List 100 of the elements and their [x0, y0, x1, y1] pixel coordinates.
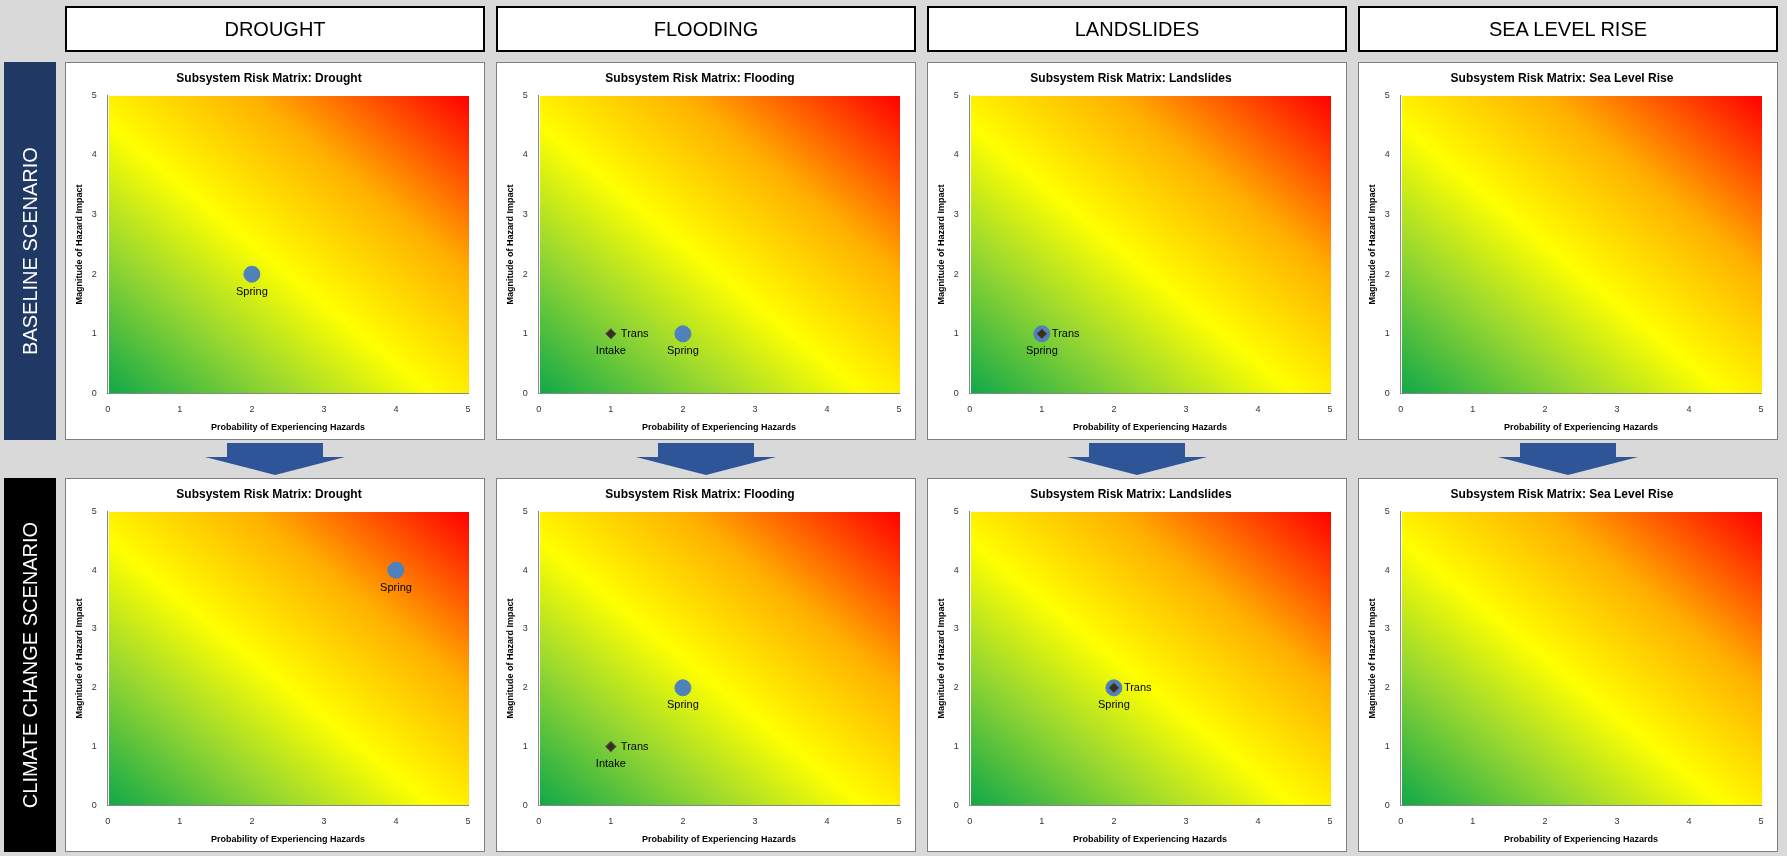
y-tick-label: 5	[91, 89, 97, 100]
x-tick-label: 0	[967, 816, 973, 827]
text: SEA LEVEL RISE	[1488, 17, 1648, 41]
y-axis-title: Magnitude of Hazard Impact	[504, 598, 515, 719]
y-tick-label: 5	[522, 505, 528, 516]
x-tick-label: 3	[1183, 816, 1189, 827]
y-tick-label: 5	[953, 89, 959, 100]
y-tick-label: 3	[522, 623, 528, 634]
series-label: Spring	[380, 580, 412, 593]
y-tick-label: 4	[91, 564, 97, 575]
x-axis-title: Probability of Experiencing Hazards	[210, 422, 365, 433]
x-axis-title: Probability of Experiencing Hazards	[1072, 422, 1227, 433]
y-axis-title: Magnitude of Hazard Impact	[504, 184, 515, 305]
y-tick-label: 3	[522, 209, 528, 220]
y-axis-title: Magnitude of Hazard Impact	[73, 184, 84, 305]
y-tick-label: 3	[953, 623, 959, 634]
y-tick-label: 2	[953, 268, 959, 279]
x-tick-label: 5	[1758, 816, 1764, 827]
y-axis-title: Magnitude of Hazard Impact	[73, 598, 84, 719]
x-tick-label: 5	[1327, 404, 1333, 415]
x-tick-label: 4	[824, 404, 830, 415]
chart-title: Subsystem Risk Matrix: Landslides	[1030, 70, 1233, 85]
y-tick-label: 0	[1384, 387, 1390, 398]
y-tick-label: 1	[91, 328, 97, 339]
x-axis-title: Probability of Experiencing Hazards	[1503, 422, 1658, 433]
y-tick-label: 1	[953, 741, 959, 752]
x-axis-title: Probability of Experiencing Hazards	[641, 422, 796, 433]
x-tick-label: 1	[1470, 816, 1476, 827]
x-tick-label: 2	[1111, 404, 1117, 415]
y-tick-label: 2	[1384, 268, 1390, 279]
x-tick-label: 1	[1470, 404, 1476, 415]
y-tick-label: 0	[522, 387, 528, 398]
x-axis-title: Probability of Experiencing Hazards	[641, 834, 796, 845]
x-tick-label: 0	[536, 404, 542, 415]
y-tick-label: 4	[953, 564, 959, 575]
series-label: Spring	[235, 284, 268, 297]
x-tick-label: 5	[896, 404, 902, 415]
y-tick-label: 3	[1384, 623, 1390, 634]
y-tick-label: 1	[1384, 328, 1390, 339]
y-axis-title: Magnitude of Hazard Impact	[935, 184, 946, 305]
chart-title: Subsystem Risk Matrix: Flooding	[605, 486, 795, 501]
y-tick-label: 4	[522, 149, 528, 160]
series-label: Spring	[666, 698, 699, 711]
y-tick-label: 3	[953, 209, 959, 220]
series-label: Trans	[1051, 326, 1081, 339]
series-label: Intake	[595, 344, 626, 357]
x-tick-label: 0	[1398, 816, 1404, 827]
x-tick-label: 2	[1111, 816, 1117, 827]
x-tick-label: 0	[536, 816, 542, 827]
text: DROUGHT	[224, 17, 326, 41]
series-label: Trans	[1123, 680, 1153, 693]
chart-title: Subsystem Risk Matrix: Landslides	[1030, 486, 1233, 501]
x-tick-label: 3	[1614, 816, 1620, 827]
y-tick-label: 0	[953, 387, 959, 398]
y-tick-label: 3	[91, 209, 97, 220]
y-tick-label: 4	[1384, 564, 1390, 575]
x-tick-label: 5	[465, 816, 471, 827]
x-tick-label: 3	[321, 404, 327, 415]
x-tick-label: 1	[608, 816, 614, 827]
x-tick-label: 2	[680, 404, 686, 415]
chart-title: Subsystem Risk Matrix: Sea Level Rise	[1450, 70, 1674, 85]
x-tick-label: 2	[1542, 816, 1548, 827]
y-tick-label: 2	[91, 682, 97, 693]
x-tick-label: 3	[321, 816, 327, 827]
y-tick-label: 5	[1384, 505, 1390, 516]
text: LANDSLIDES	[1074, 17, 1200, 41]
y-axis-title: Magnitude of Hazard Impact	[1366, 184, 1377, 305]
chart-title: Subsystem Risk Matrix: Drought	[176, 486, 362, 501]
x-tick-label: 4	[1255, 816, 1261, 827]
y-tick-label: 2	[1384, 682, 1390, 693]
x-tick-label: 4	[1255, 404, 1261, 415]
y-tick-label: 1	[522, 741, 528, 752]
y-tick-label: 5	[1384, 89, 1390, 100]
x-tick-label: 0	[1398, 404, 1404, 415]
x-axis-title: Probability of Experiencing Hazards	[1072, 834, 1227, 845]
x-tick-label: 2	[680, 816, 686, 827]
y-tick-label: 1	[91, 741, 97, 752]
text: BASELINE SCENARIO	[18, 147, 41, 355]
y-tick-label: 5	[522, 89, 528, 100]
x-tick-label: 1	[608, 404, 614, 415]
chart-title: Subsystem Risk Matrix: Flooding	[605, 70, 795, 85]
x-tick-label: 0	[967, 404, 973, 415]
y-tick-label: 4	[91, 149, 97, 160]
x-tick-label: 1	[1039, 816, 1045, 827]
series-label: Spring	[1025, 344, 1058, 357]
x-tick-label: 0	[105, 404, 111, 415]
x-tick-label: 4	[1686, 404, 1692, 415]
x-tick-label: 4	[824, 816, 830, 827]
y-axis-title: Magnitude of Hazard Impact	[935, 598, 946, 719]
x-axis-title: Probability of Experiencing Hazards	[1503, 834, 1658, 845]
series-label: Intake	[595, 757, 626, 770]
x-tick-label: 5	[1327, 816, 1333, 827]
y-tick-label: 4	[522, 564, 528, 575]
x-tick-label: 2	[249, 404, 255, 415]
y-tick-label: 4	[953, 149, 959, 160]
x-tick-label: 1	[177, 816, 183, 827]
x-tick-label: 2	[249, 816, 255, 827]
y-tick-label: 0	[953, 799, 959, 810]
y-tick-label: 4	[1384, 149, 1390, 160]
x-tick-label: 3	[752, 404, 758, 415]
